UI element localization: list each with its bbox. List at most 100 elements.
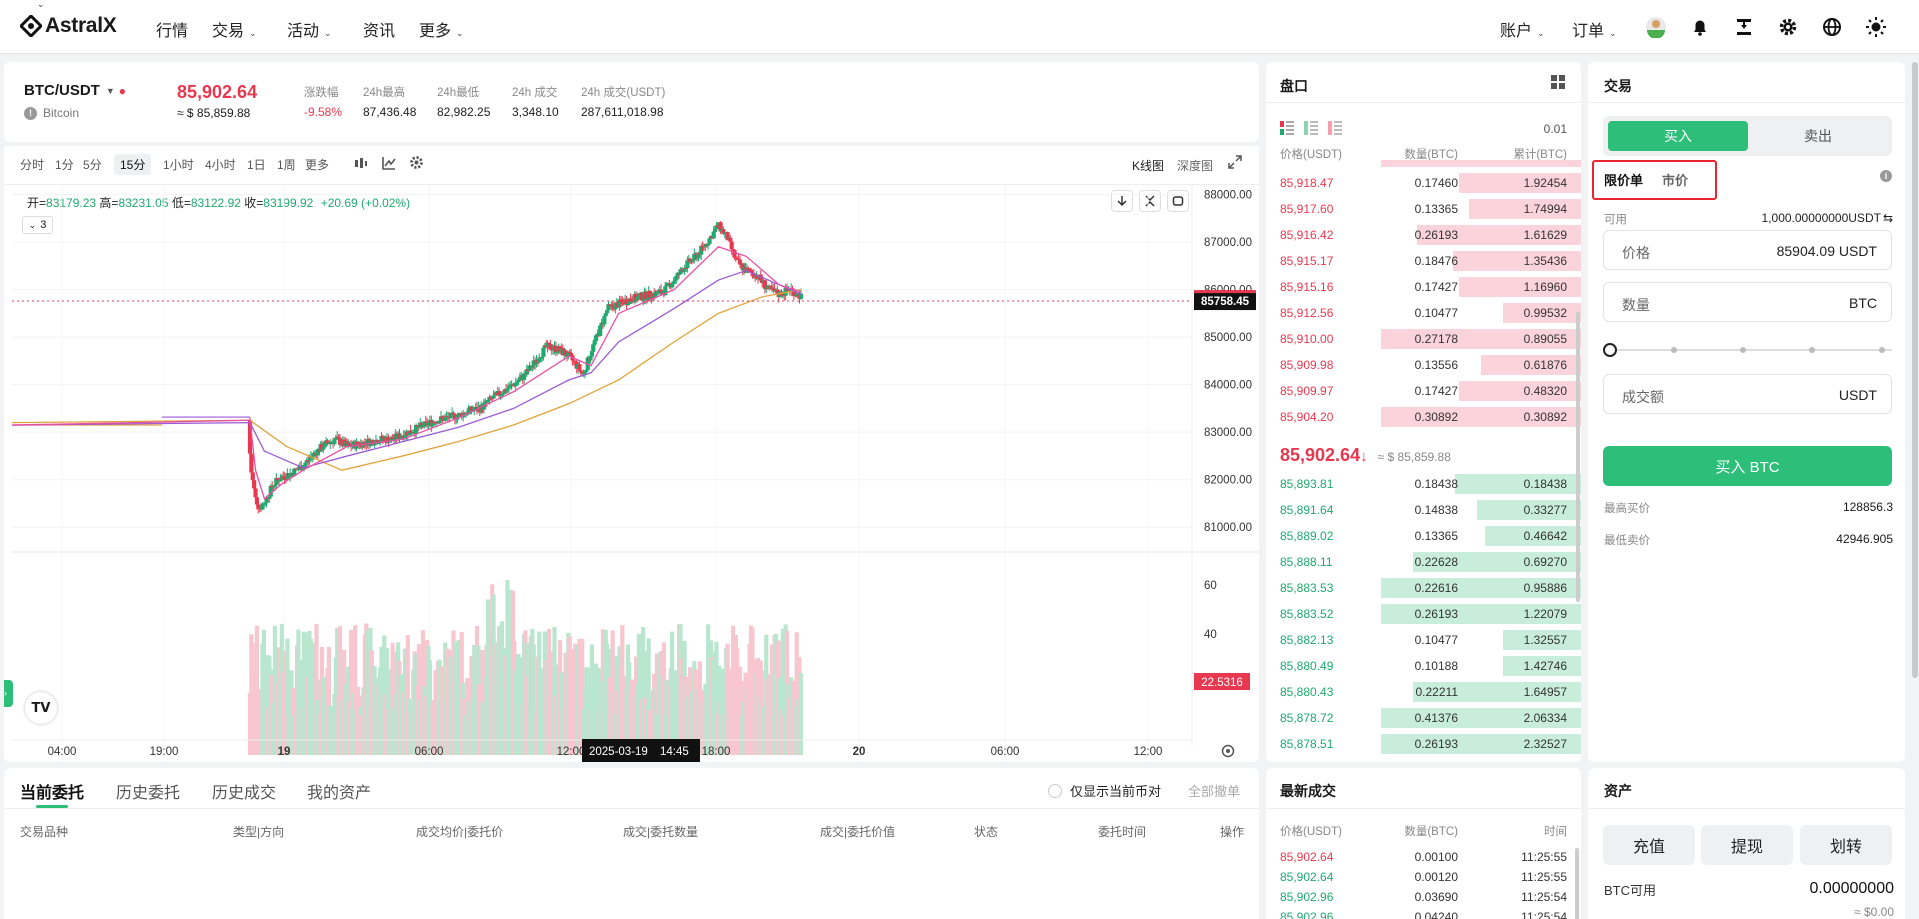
- bid-row[interactable]: 85,880.43 0.22211 1.64957: [1266, 679, 1581, 705]
- bid-row[interactable]: 85,891.64 0.14838 0.33277: [1266, 497, 1581, 523]
- sell-tab-label: 卖出: [1804, 128, 1832, 144]
- nav-item-4[interactable]: 更多 ⌄: [419, 17, 464, 41]
- interval-8[interactable]: 更多: [305, 158, 330, 172]
- interval-3[interactable]: 15分: [114, 154, 152, 175]
- assets-divider: [1588, 808, 1905, 809]
- logo[interactable]: AstralX: [20, 14, 117, 38]
- slider-mark[interactable]: [1671, 347, 1677, 353]
- interval-2[interactable]: 5分: [83, 158, 102, 172]
- interval-6[interactable]: 1日: [247, 158, 266, 172]
- candle: [602, 316, 607, 328]
- interval-0[interactable]: 分时: [20, 158, 45, 172]
- chart-reset-button[interactable]: [1167, 190, 1189, 212]
- interval-4[interactable]: 1小时: [163, 158, 194, 172]
- orders-tab-1[interactable]: 历史委托: [116, 785, 181, 802]
- bid-row[interactable]: 85,883.52 0.26193 1.22079: [1266, 601, 1581, 627]
- price-field[interactable]: 价格 85904.09 USDT: [1603, 230, 1892, 270]
- theme-icon[interactable]: [1863, 14, 1889, 40]
- amount-slider[interactable]: [1603, 343, 1892, 357]
- indicator-icon[interactable]: [353, 155, 369, 174]
- transfer-button[interactable]: 划转: [1800, 825, 1892, 865]
- ask-row[interactable]: 85,909.97 0.17427 0.48320: [1266, 378, 1581, 404]
- bid-row[interactable]: 85,889.02 0.13365 0.46642: [1266, 523, 1581, 549]
- chart-scroll-down-button[interactable]: [1111, 190, 1133, 212]
- interval-1[interactable]: 1分: [55, 158, 74, 172]
- bid-row[interactable]: 85,882.13 0.10477 1.32557: [1266, 627, 1581, 653]
- only-current-pair-checkbox[interactable]: 仅显示当前币对: [1048, 781, 1161, 800]
- side-expand-handle[interactable]: ›: [4, 680, 13, 707]
- quantity-field[interactable]: 数量 BTC: [1603, 282, 1892, 322]
- slider-mark[interactable]: [1879, 347, 1885, 353]
- view-bids-icon[interactable]: [1304, 121, 1318, 138]
- orderbook-scrollbar[interactable]: [1576, 312, 1580, 602]
- fullscreen-icon[interactable]: [1228, 155, 1242, 172]
- ask-row[interactable]: 85,915.16 0.17427 1.16960: [1266, 274, 1581, 300]
- ask-row[interactable]: [1266, 160, 1581, 170]
- gear-icon[interactable]: [1775, 14, 1801, 40]
- deposit-button[interactable]: 充值: [1603, 825, 1695, 865]
- ask-row[interactable]: 85,912.56 0.10477 0.99532: [1266, 300, 1581, 326]
- nav-item-3[interactable]: 资讯: [363, 17, 395, 41]
- withdraw-button[interactable]: 提现: [1701, 825, 1793, 865]
- ask-row[interactable]: 85,909.98 0.13556 0.61876: [1266, 352, 1581, 378]
- sell-tab[interactable]: 卖出: [1748, 121, 1888, 151]
- download-icon[interactable]: [1731, 14, 1757, 40]
- bid-row[interactable]: 85,888.11 0.22628 0.69270: [1266, 549, 1581, 575]
- ask-row[interactable]: 85,917.60 0.13365 1.74994: [1266, 196, 1581, 222]
- transfer-icon[interactable]: ⇆: [1882, 211, 1893, 225]
- bid-row[interactable]: 85,878.72 0.41376 2.06334: [1266, 705, 1581, 731]
- nav-orders[interactable]: 订单 ⌄: [1572, 17, 1617, 41]
- ask-row[interactable]: 85,915.17 0.18476 1.35436: [1266, 248, 1581, 274]
- order-info-icon[interactable]: i: [1880, 170, 1892, 182]
- limit-order-tab[interactable]: 限价单: [1604, 173, 1644, 188]
- orders-tab-3[interactable]: 我的资产: [307, 785, 372, 802]
- pair-selector[interactable]: BTC/USDT ▼ ●: [24, 82, 126, 99]
- ask-row[interactable]: 85,910.00 0.27178 0.89055: [1266, 326, 1581, 352]
- candlestick-chart[interactable]: 88000.0087000.0086000.0085000.0084000.00…: [4, 185, 1259, 762]
- bid-row[interactable]: 85,880.49 0.10188 1.42746: [1266, 653, 1581, 679]
- volume-bar: [798, 673, 803, 755]
- buy-tab[interactable]: 买入: [1608, 121, 1748, 151]
- nav-item-2[interactable]: 活动 ⌄: [287, 17, 332, 41]
- page-scrollbar[interactable]: [1912, 62, 1918, 678]
- slider-handle[interactable]: [1603, 343, 1617, 357]
- orders-tab-0[interactable]: 当前委托: [20, 785, 85, 802]
- quantity: 0.13365: [1414, 202, 1458, 216]
- bid-row[interactable]: 85,878.51 0.26193 2.32527: [1266, 731, 1581, 757]
- interval-7[interactable]: 1周: [277, 158, 296, 172]
- chart-settings-icon[interactable]: [409, 155, 424, 173]
- view-both-icon[interactable]: [1280, 121, 1294, 138]
- tradingview-logo[interactable]: 𝗧𝗩: [25, 692, 57, 724]
- cancel-all-button[interactable]: 全部撤单: [1188, 784, 1241, 799]
- bell-icon[interactable]: [1687, 14, 1713, 40]
- candle: [592, 339, 597, 350]
- nav-item-0[interactable]: 行情: [156, 17, 188, 41]
- indicator-toggle[interactable]: ⌄ 3: [22, 216, 53, 234]
- precision-selector[interactable]: 0.01: [1543, 122, 1567, 136]
- nav-account[interactable]: 账户 ⌄: [1500, 17, 1545, 41]
- slider-mark[interactable]: [1809, 347, 1815, 353]
- bid-row[interactable]: 85,883.53 0.22616 0.95886: [1266, 575, 1581, 601]
- cumulative: 1.32557: [1523, 633, 1567, 647]
- time-settings-icon[interactable]: [1221, 744, 1235, 761]
- grid-view-icon[interactable]: [1550, 74, 1566, 93]
- avatar[interactable]: [1643, 14, 1669, 40]
- ask-row[interactable]: 85,916.42 0.26193 1.61629: [1266, 222, 1581, 248]
- amount-field[interactable]: 成交额 USDT: [1603, 374, 1892, 414]
- draw-icon[interactable]: [381, 155, 397, 174]
- orders-tab-2[interactable]: 历史成交: [212, 785, 277, 802]
- ask-row[interactable]: 85,904.20 0.30892 0.30892: [1266, 404, 1581, 430]
- view-asks-icon[interactable]: [1328, 121, 1342, 138]
- buy-btc-button[interactable]: 买入 BTC: [1603, 446, 1892, 486]
- market-order-tab[interactable]: 市价: [1662, 173, 1689, 188]
- trades-scrollbar[interactable]: [1575, 848, 1579, 919]
- globe-icon[interactable]: [1819, 14, 1845, 40]
- ask-row[interactable]: 85,918.47 0.17460 1.92454: [1266, 170, 1581, 196]
- tab-depth[interactable]: 深度图: [1177, 159, 1214, 173]
- bid-row[interactable]: 85,893.81 0.18438 0.18438: [1266, 471, 1581, 497]
- slider-mark[interactable]: [1740, 347, 1746, 353]
- tab-kline[interactable]: K线图: [1132, 159, 1165, 173]
- nav-item-1[interactable]: 交易 ⌄: [212, 17, 257, 41]
- interval-5[interactable]: 4小时: [205, 158, 236, 172]
- chart-compress-button[interactable]: [1139, 190, 1161, 212]
